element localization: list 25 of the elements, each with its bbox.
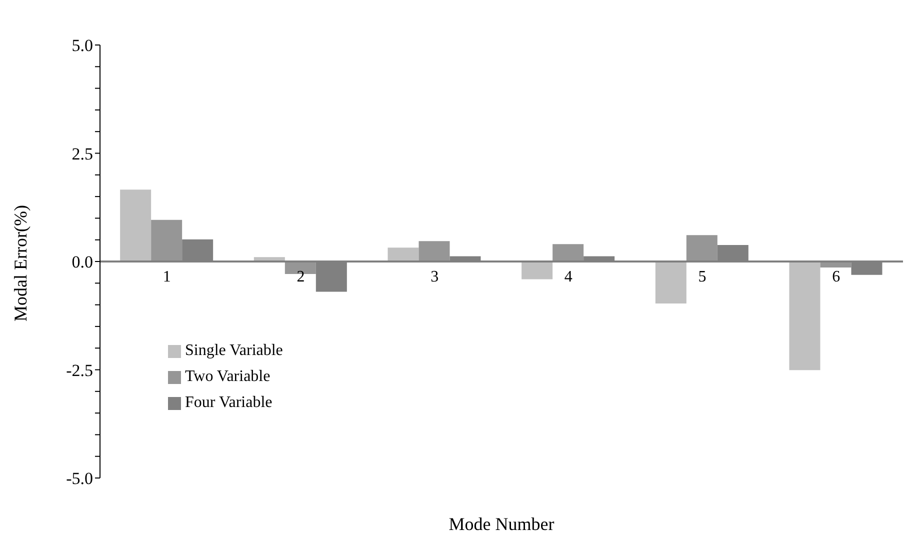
- legend-label: Two Variable: [185, 368, 270, 385]
- y-tick-label: -2.5: [66, 360, 93, 380]
- x-tick-label: 2: [296, 268, 305, 286]
- x-axis-title: Mode Number: [448, 514, 554, 534]
- bar: [655, 262, 686, 304]
- x-tick-label: 5: [698, 268, 706, 286]
- x-tick-label: 4: [564, 268, 572, 286]
- x-tick-label: 1: [162, 268, 171, 286]
- x-tick-label: 3: [430, 268, 439, 286]
- bar: [388, 248, 419, 262]
- y-tick-label: 2.5: [72, 144, 93, 164]
- bar: [789, 262, 820, 370]
- bar: [686, 235, 718, 262]
- legend-label: Single Variable: [185, 342, 283, 359]
- y-tick-label: -5.0: [66, 469, 93, 488]
- y-tick-label: 0.0: [72, 252, 93, 272]
- y-tick-label: 5.0: [72, 36, 93, 56]
- bar: [522, 262, 553, 280]
- bar: [418, 241, 450, 262]
- bar: [151, 220, 182, 262]
- y-axis-title: Modal Error(%): [10, 205, 30, 322]
- bar: [120, 190, 152, 262]
- bar: [552, 244, 584, 262]
- x-tick-label: 6: [832, 268, 840, 286]
- legend-label: Four Variable: [185, 394, 272, 411]
